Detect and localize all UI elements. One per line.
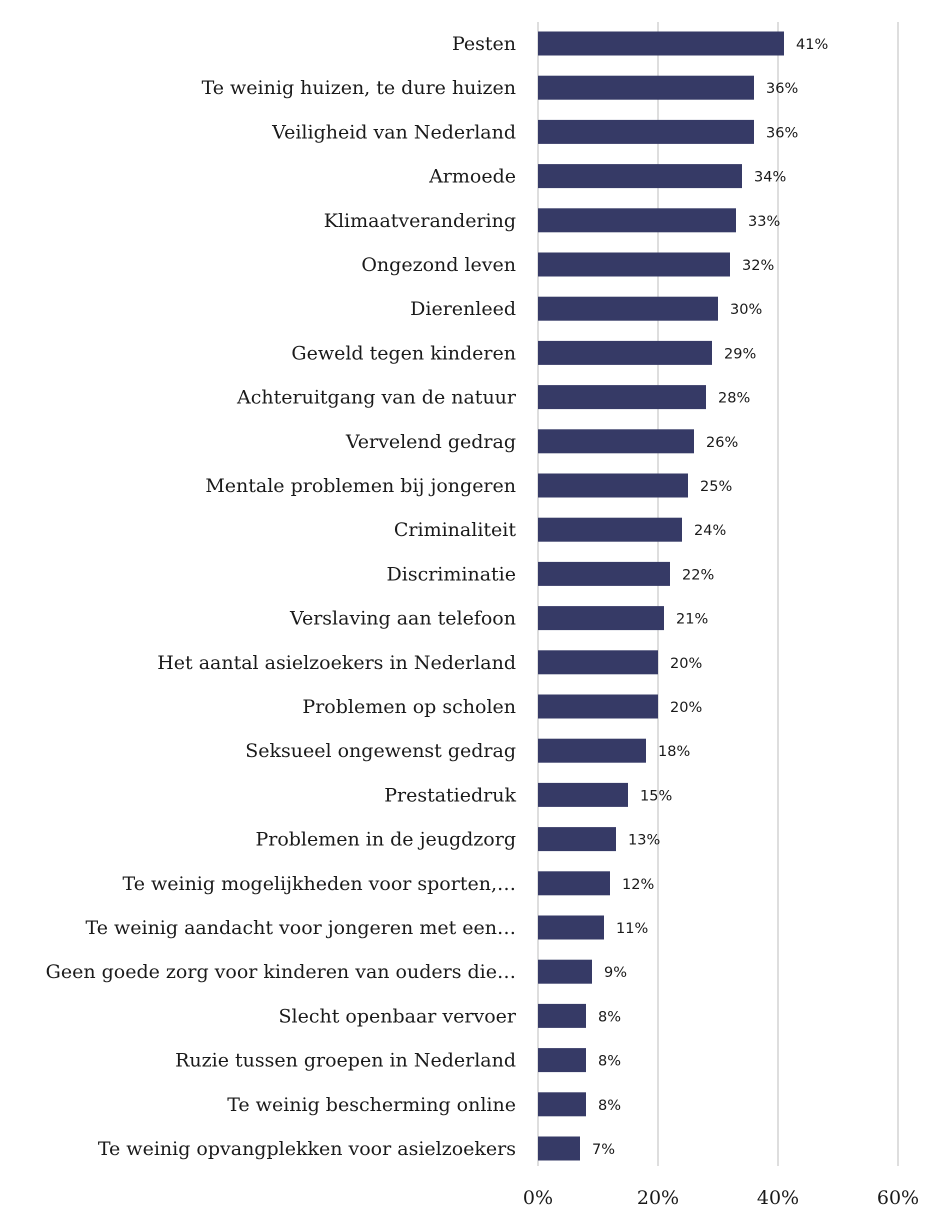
category-label: Te weinig mogelijkheden voor sporten,… [123,873,517,895]
value-label: 7% [592,1142,615,1158]
value-label: 8% [598,1054,621,1070]
bar [538,1092,586,1117]
value-label: 36% [766,81,798,97]
value-label: 33% [748,214,780,230]
bar [538,871,610,896]
value-label: 28% [718,391,750,407]
category-label: Discriminatie [387,563,516,585]
bar [538,959,592,984]
category-label: Veiligheid van Nederland [271,121,516,143]
value-label: 15% [640,788,672,804]
value-label: 18% [658,744,690,760]
value-label: 32% [742,258,774,274]
bar [538,208,736,233]
category-label: Vervelend gedrag [345,431,516,453]
bar [538,119,754,144]
bar [538,561,670,586]
category-label: Ongezond leven [361,254,516,276]
value-label: 20% [670,656,702,672]
bar [538,340,712,365]
bars [538,31,784,1161]
bar [538,429,694,454]
bar [538,915,604,940]
category-label: Klimaatverandering [324,210,516,232]
category-label: Verslaving aan telefoon [289,608,516,630]
value-label: 8% [598,1009,621,1025]
category-label: Armoede [428,166,516,188]
x-tick-label: 20% [637,1187,679,1209]
value-label: 12% [622,877,654,893]
value-label: 24% [694,523,726,539]
value-label: 41% [796,37,828,53]
category-labels: Pesten Te weinig huizen, te dure huizen Ve… [46,33,517,1160]
x-tick-label: 0% [523,1187,553,1209]
bar [538,738,646,763]
bar [538,1136,580,1161]
category-label: Te weinig opvangplekken voor asielzoeker… [98,1138,516,1160]
value-label: 29% [724,346,756,362]
category-label: Mentale problemen bij jongeren [205,475,516,497]
category-label: Seksueel ongewenst gedrag [245,740,516,762]
bar [538,296,718,321]
bar [538,1003,586,1028]
bar [538,827,616,852]
category-label: Het aantal asielzoekers in Nederland [157,652,516,674]
category-label: Pesten [452,33,516,55]
category-label: Slecht openbaar vervoer [279,1005,517,1027]
value-label: 9% [604,965,627,981]
value-label: 36% [766,125,798,141]
value-label: 20% [670,700,702,716]
category-label: Te weinig huizen, te dure huizen [202,77,516,99]
x-tick-label: 40% [757,1187,799,1209]
category-label: Problemen op scholen [302,696,516,718]
x-tick-label: 60% [877,1187,919,1209]
category-label: Te weinig aandacht voor jongeren met een… [86,917,517,939]
bar [538,517,682,542]
category-label: Criminaliteit [394,519,516,541]
value-label: 22% [682,567,714,583]
value-label: 30% [730,302,762,318]
bar [538,650,658,675]
category-label: Problemen in de jeugdzorg [255,829,516,851]
category-label: Geweld tegen kinderen [291,342,516,364]
x-axis-tick-labels: 0% 20% 40% 60% [523,1187,919,1209]
bar [538,473,688,498]
value-label: 34% [754,170,786,186]
value-label: 13% [628,833,660,849]
category-label: Prestatiedruk [384,784,516,806]
bar [538,31,784,56]
category-label: Dierenleed [410,298,516,320]
value-label: 25% [700,479,732,495]
bar [538,782,628,807]
value-label: 26% [706,435,738,451]
bar [538,75,754,100]
value-label: 21% [676,612,708,628]
value-label: 8% [598,1098,621,1114]
category-label: Ruzie tussen groepen in Nederland [175,1050,516,1072]
value-label: 11% [616,921,648,937]
bar [538,252,730,277]
bar [538,164,742,189]
bar [538,385,706,410]
bar [538,1048,586,1073]
gridlines [537,22,899,1166]
bar [538,694,658,719]
category-label: Geen goede zorg voor kinderen van ouders… [46,961,516,983]
category-label: Achteruitgang van de natuur [236,387,517,409]
category-label: Te weinig bescherming online [227,1094,516,1116]
value-labels: 41% 36% 36% 34% 33% 32% 30% 29% 28% 26% 25% 24% 22% 2… [592,37,828,1158]
bar [538,606,664,631]
